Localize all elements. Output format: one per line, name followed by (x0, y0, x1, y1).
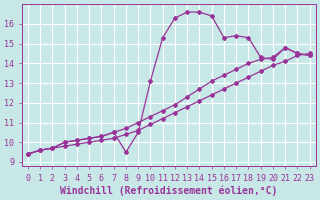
X-axis label: Windchill (Refroidissement éolien,°C): Windchill (Refroidissement éolien,°C) (60, 185, 277, 196)
